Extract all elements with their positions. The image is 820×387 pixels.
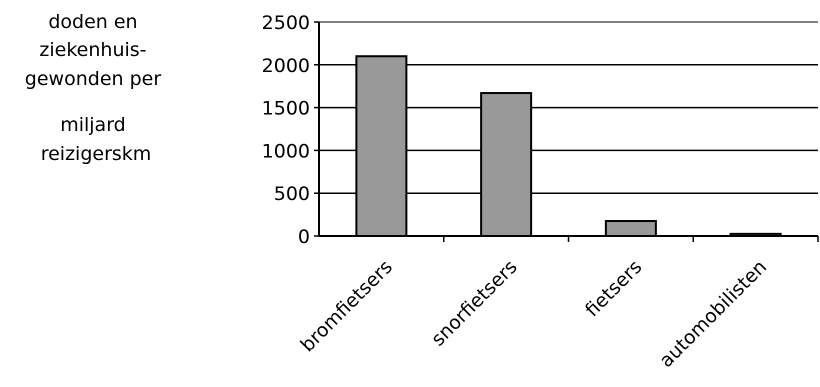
y-tick-label: 500 [274, 183, 310, 205]
bar [480, 92, 533, 237]
y-tick-label: 0 [298, 226, 310, 248]
bar [355, 55, 408, 237]
x-tick-label: bromfietsers [297, 256, 397, 356]
y-axis-label-line: miljard [60, 114, 126, 136]
bar [604, 220, 657, 238]
y-axis-label: doden en ziekenhuis- gewonden per miljar… [25, 11, 167, 165]
y-axis-label-line: gewonden per [25, 68, 162, 90]
y-tick-label: 2000 [262, 55, 310, 77]
y-axis-label-line: doden en [48, 11, 137, 33]
x-tick-labels: bromfietsers snorfietsers fietsers automobi… [297, 256, 772, 372]
x-tick-label: automobilisten [655, 256, 771, 372]
x-tick-label: snorfietsers [427, 256, 522, 351]
y-tick-labels: 0 500 1000 1500 2000 2500 [262, 12, 310, 248]
x-tick-label: fietsers [581, 256, 646, 321]
y-axis-label-line: reizigerskm [41, 143, 152, 165]
y-tick-label: 1500 [262, 98, 310, 120]
axes [314, 21, 819, 242]
bars [355, 55, 782, 238]
y-tick-label: 1000 [262, 140, 310, 162]
y-axis-label-line: ziekenhuis- [39, 39, 146, 61]
y-tick-label: 2500 [262, 12, 310, 34]
